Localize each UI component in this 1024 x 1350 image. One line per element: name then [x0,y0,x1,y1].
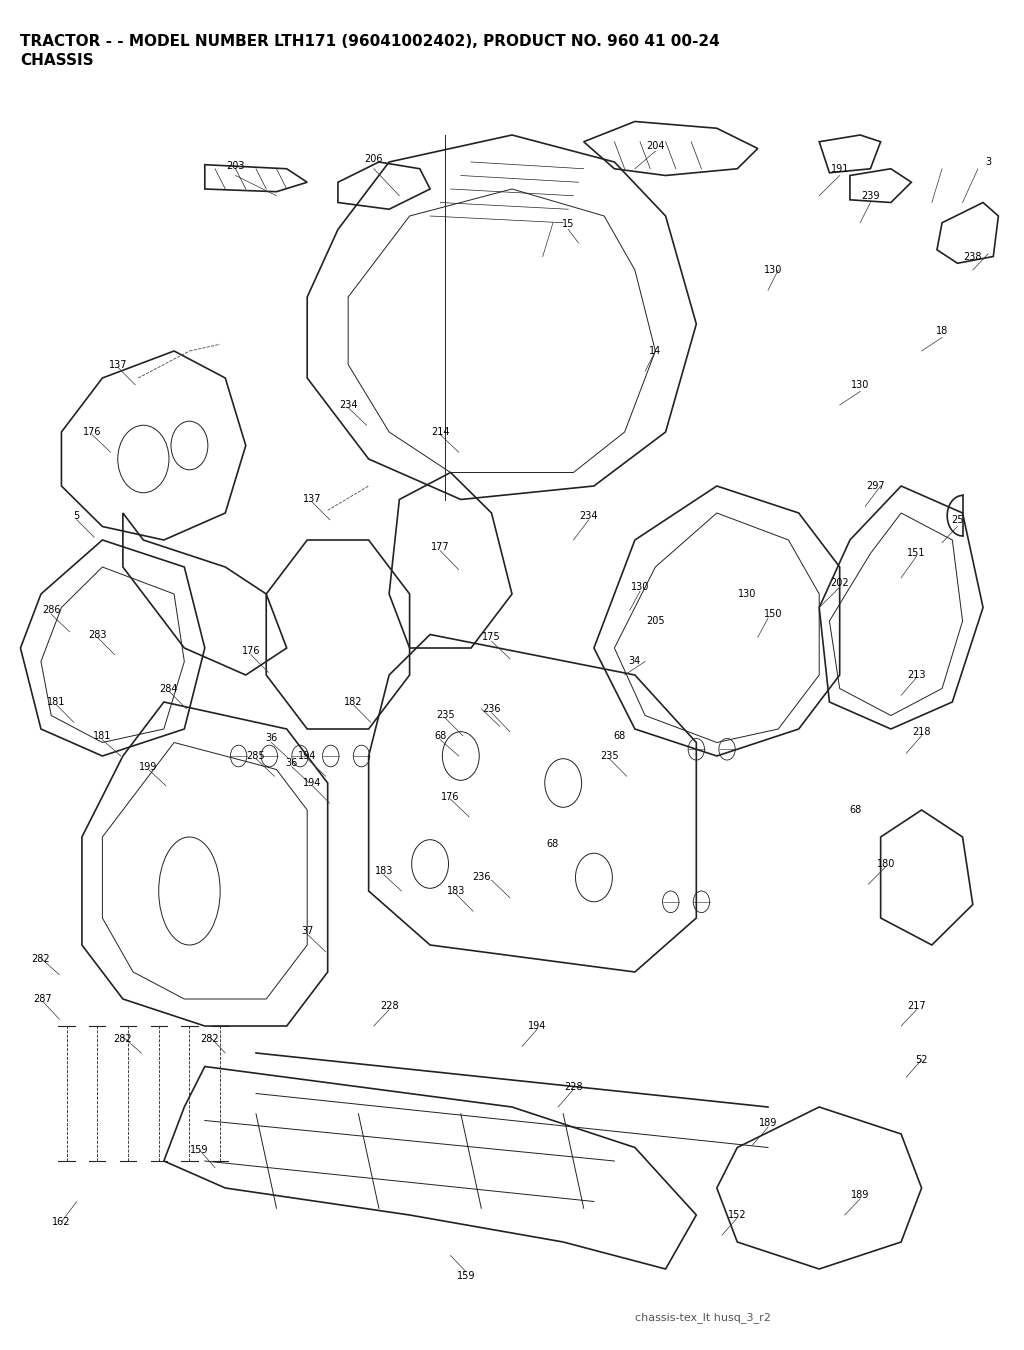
Text: 180: 180 [877,859,895,869]
Text: 68: 68 [547,838,559,849]
Text: 284: 284 [160,683,178,694]
Text: 176: 176 [242,645,260,656]
Text: 130: 130 [851,379,869,390]
Text: 130: 130 [631,582,649,593]
Text: 194: 194 [298,751,316,761]
Text: 36: 36 [286,757,298,768]
Text: 191: 191 [830,163,849,174]
Text: 235: 235 [600,751,618,761]
Text: 68: 68 [613,730,626,741]
Text: 189: 189 [851,1189,869,1200]
Text: 37: 37 [301,926,313,937]
Text: 228: 228 [564,1081,583,1092]
Text: 137: 137 [303,494,322,505]
Text: 159: 159 [190,1145,209,1156]
Text: 235: 235 [436,710,455,721]
Text: 34: 34 [629,656,641,667]
Text: 218: 218 [912,726,931,737]
Text: 297: 297 [866,481,885,491]
Text: CHASSIS: CHASSIS [20,53,94,68]
Text: 68: 68 [849,805,861,815]
Text: chassis-tex_lt husq_3_r2: chassis-tex_lt husq_3_r2 [635,1312,771,1323]
Text: 130: 130 [738,589,757,599]
Text: 5: 5 [74,510,80,521]
Text: 236: 236 [472,872,490,883]
Text: 182: 182 [344,697,362,707]
Text: 213: 213 [907,670,926,680]
Text: 285: 285 [247,751,265,761]
Text: 52: 52 [915,1054,928,1065]
Text: 282: 282 [114,1034,132,1045]
Text: 239: 239 [861,190,880,201]
Text: 130: 130 [764,265,782,275]
Text: 159: 159 [457,1270,475,1281]
Text: 151: 151 [907,548,926,559]
Text: 228: 228 [380,1000,398,1011]
Text: 282: 282 [201,1034,219,1045]
Text: 25: 25 [951,514,964,525]
Text: 199: 199 [139,761,158,772]
Text: 194: 194 [528,1021,547,1031]
Text: 175: 175 [482,632,501,643]
Text: 234: 234 [339,400,357,410]
Text: 152: 152 [728,1210,746,1220]
Text: 234: 234 [580,510,598,521]
Text: 68: 68 [434,730,446,741]
Text: 177: 177 [431,541,450,552]
Text: TRACTOR - - MODEL NUMBER LTH171 (96041002402), PRODUCT NO. 960 41 00-24: TRACTOR - - MODEL NUMBER LTH171 (9604100… [20,34,720,49]
Text: 15: 15 [562,219,574,230]
Text: 181: 181 [47,697,66,707]
Text: 36: 36 [265,733,278,744]
Text: 204: 204 [646,140,665,151]
Text: 282: 282 [32,953,50,964]
Text: 18: 18 [936,325,948,336]
Text: 238: 238 [964,251,982,262]
Text: 183: 183 [375,865,393,876]
Text: 202: 202 [830,578,849,589]
Text: 217: 217 [907,1000,926,1011]
Text: 162: 162 [52,1216,71,1227]
Text: 287: 287 [34,994,52,1004]
Text: 286: 286 [42,605,60,616]
Text: 137: 137 [109,359,127,370]
Text: 183: 183 [446,886,465,896]
Text: 283: 283 [88,629,106,640]
Text: 214: 214 [431,427,450,437]
Text: 150: 150 [764,609,782,620]
Text: 206: 206 [365,154,383,165]
Text: 176: 176 [83,427,101,437]
Text: 3: 3 [985,157,991,167]
Text: 176: 176 [441,791,460,802]
Text: 205: 205 [646,616,665,626]
Text: 189: 189 [759,1118,777,1129]
Text: 194: 194 [303,778,322,788]
Text: 236: 236 [482,703,501,714]
Text: 14: 14 [649,346,662,356]
Text: 181: 181 [93,730,112,741]
Text: 203: 203 [226,161,245,171]
